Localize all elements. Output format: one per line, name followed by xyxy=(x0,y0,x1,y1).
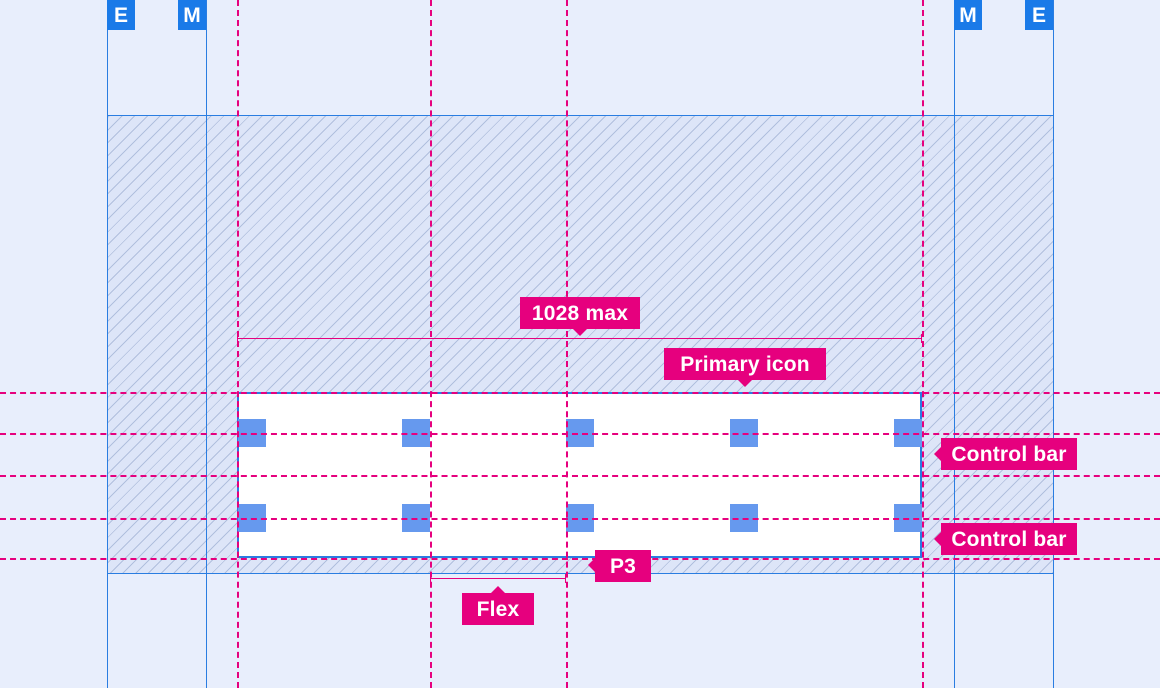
badge-max-width: 1028 max xyxy=(520,297,640,336)
blue-vertical-guide-2 xyxy=(954,0,955,688)
chip-edge-left: E xyxy=(107,0,135,30)
blue-horizontal-guide-1 xyxy=(107,573,1053,574)
pink-vertical-guide-3 xyxy=(922,0,924,688)
pink-horizontal-guide-2 xyxy=(0,475,1160,477)
measure-flex-gutter xyxy=(430,574,566,583)
pink-horizontal-guide-0 xyxy=(0,392,1160,394)
pink-horizontal-guide-3 xyxy=(0,518,1160,520)
measure-max-width xyxy=(237,334,922,343)
blue-horizontal-guide-0 xyxy=(107,115,1053,116)
blue-vertical-guide-0 xyxy=(107,0,108,688)
pink-horizontal-guide-4 xyxy=(0,558,1160,560)
chip-margin-left: M xyxy=(178,0,206,30)
blue-vertical-guide-3 xyxy=(1053,0,1054,688)
chip-margin-right: M xyxy=(954,0,982,30)
badge-control-bar-top: Control bar xyxy=(934,438,1077,470)
pink-vertical-guide-0 xyxy=(237,0,239,688)
badge-flex: Flex xyxy=(462,586,534,625)
badge-control-bar-bottom: Control bar xyxy=(934,523,1077,555)
pink-horizontal-guide-1 xyxy=(0,433,1160,435)
pink-vertical-guide-2 xyxy=(566,0,568,688)
badge-p3-spacing: P3 xyxy=(588,550,651,582)
chip-edge-right: E xyxy=(1025,0,1053,30)
blue-vertical-guide-1 xyxy=(206,0,207,688)
badge-primary-icon: Primary icon xyxy=(664,348,826,387)
pink-vertical-guide-1 xyxy=(430,0,432,688)
